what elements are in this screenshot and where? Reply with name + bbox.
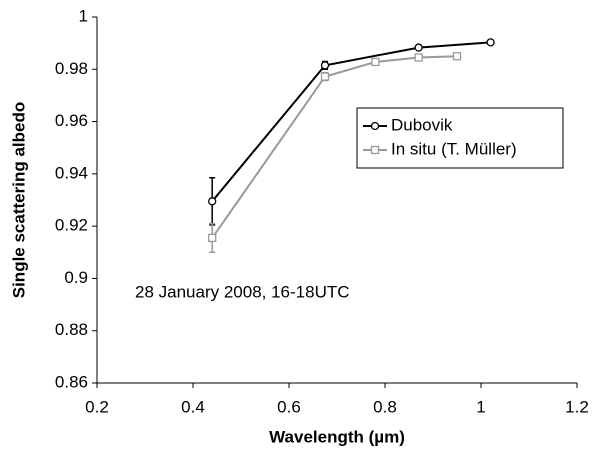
data-point <box>452 52 462 61</box>
data-point <box>414 43 423 52</box>
y-axis-label: Single scattering albedo <box>9 102 28 299</box>
y-tick-label: 0.98 <box>55 59 88 78</box>
x-tick-label: 1.2 <box>565 397 589 416</box>
y-tick-label: 0.96 <box>55 111 88 130</box>
legend-label: In situ (T. Müller) <box>391 139 517 158</box>
data-point <box>486 38 495 47</box>
y-tick-label: 0.88 <box>55 320 88 339</box>
x-axis-label: Wavelength (µm) <box>269 427 405 446</box>
y-tick-label: 0.94 <box>55 163 88 182</box>
y-tick-label: 0.92 <box>55 216 88 235</box>
legend-marker <box>370 145 380 155</box>
x-tick-label: 1 <box>476 397 485 416</box>
data-point <box>414 53 423 62</box>
x-tick-label: 0.2 <box>85 397 109 416</box>
y-tick-label: 1 <box>79 6 88 25</box>
data-point <box>208 233 217 243</box>
legend-box <box>356 107 564 169</box>
annotation: 28 January 2008, 16-18UTC <box>135 282 350 301</box>
data-point <box>320 72 330 81</box>
x-tick-label: 0.6 <box>277 397 301 416</box>
x-tick-label: 0.4 <box>181 397 205 416</box>
data-point <box>371 57 380 67</box>
data-point <box>320 61 330 70</box>
legend-label: Dubovik <box>391 115 453 134</box>
data-point <box>208 197 217 206</box>
legend-marker <box>370 121 380 131</box>
y-tick-label: 0.9 <box>64 268 88 287</box>
y-tick-label: 0.86 <box>55 372 88 391</box>
series-line <box>211 41 491 202</box>
x-tick-label: 0.8 <box>373 397 397 416</box>
